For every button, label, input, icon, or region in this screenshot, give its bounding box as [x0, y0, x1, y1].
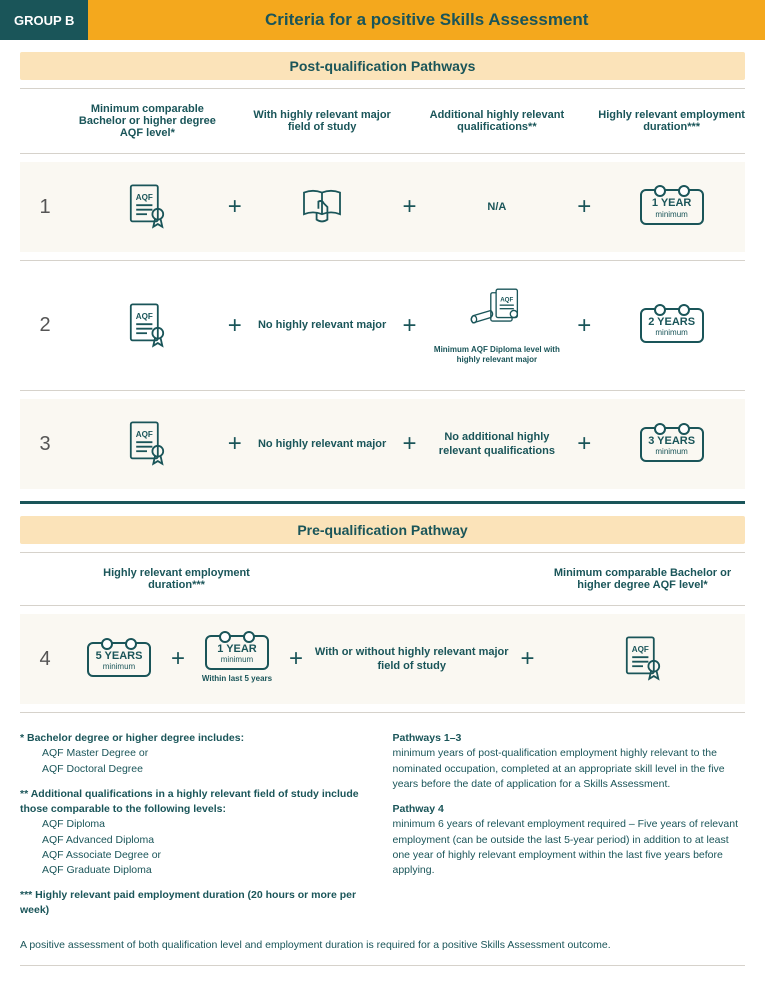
svg-text:AQF: AQF [136, 311, 153, 320]
calendar-icon: 2 YEARS minimum [640, 308, 704, 343]
cell-additional-qual: N/A [424, 200, 571, 214]
plus-icon: + [400, 430, 420, 458]
plus-icon: + [400, 193, 420, 221]
footnote-line: AQF Graduate Diploma [20, 863, 373, 878]
divider [20, 605, 745, 606]
col-header-1: Minimum comparable Bachelor or higher de… [74, 103, 221, 139]
aqf-certificate-icon: AQF [74, 180, 221, 234]
divider [20, 965, 745, 966]
aqf-certificate-icon: AQF [74, 299, 221, 353]
pathway-row-4: 4 5 YEARS minimum + 1 YEAR minimum Withi… [20, 614, 745, 704]
footnotes: * Bachelor degree or higher degree inclu… [20, 731, 745, 928]
divider [20, 153, 745, 154]
employment-duration: 1 YEAR minimum [598, 189, 745, 224]
plus-icon: + [518, 645, 538, 673]
cell-major-optional: With or without highly relevant major fi… [310, 645, 514, 674]
calendar-icon: 1 YEAR minimum [640, 189, 704, 224]
footnote-line: AQF Diploma [20, 817, 373, 832]
footnote-line: AQF Advanced Diploma [20, 833, 373, 848]
svg-text:AQF: AQF [632, 645, 649, 654]
employment-duration: 3 YEARS minimum [598, 427, 745, 462]
calendar-icon: 3 YEARS minimum [640, 427, 704, 462]
footnote-block: ** Additional qualifications in a highly… [20, 787, 373, 878]
plus-icon: + [225, 193, 245, 221]
cell-subtext: Minimum AQF Diploma level with highly re… [424, 345, 571, 364]
footnotes-right: Pathways 1–3minimum years of post-qualif… [393, 731, 746, 928]
pathway-number: 2 [20, 314, 70, 337]
thick-divider [20, 501, 745, 504]
calendar-icon: 1 YEAR minimum [205, 635, 269, 670]
footnote-block: * Bachelor degree or higher degree inclu… [20, 731, 373, 777]
footnotes-left: * Bachelor degree or higher degree inclu… [20, 731, 373, 928]
plus-icon: + [574, 193, 594, 221]
svg-text:AQF: AQF [136, 430, 153, 439]
divider [20, 88, 745, 89]
col-header-3: Additional highly relevant qualification… [424, 109, 571, 133]
group-badge: GROUP B [0, 0, 88, 40]
pathway-number: 3 [20, 433, 70, 456]
aqf-certificate-icon: AQF [542, 632, 746, 686]
plus-icon: + [225, 430, 245, 458]
divider [20, 260, 745, 261]
header-bar: GROUP B Criteria for a positive Skills A… [0, 0, 765, 40]
footnote-title: ** Additional qualifications in a highly… [20, 787, 373, 817]
footnote-title: Pathways 1–3 [393, 731, 746, 746]
footnote-title: *** Highly relevant paid employment dura… [20, 888, 373, 918]
svg-text:AQF: AQF [136, 193, 153, 202]
book-hand-icon [249, 180, 396, 234]
pathway-row-1: 1 AQF + + N/A + 1 YEAR minimum [20, 162, 745, 252]
cell-major: No highly relevant major [249, 437, 396, 451]
pre-column-headers: Highly relevant employment duration*** M… [20, 561, 745, 597]
employment-duration: 2 YEARS minimum [598, 308, 745, 343]
plus-icon: + [168, 645, 188, 673]
footnote-line: AQF Master Degree or [20, 746, 373, 761]
pathway-number: 1 [20, 196, 70, 219]
svg-text:AQF: AQF [500, 297, 513, 304]
footnote-line: AQF Doctoral Degree [20, 762, 373, 777]
footnote-line: AQF Associate Degree or [20, 848, 373, 863]
cell-subtext: Within last 5 years [192, 674, 282, 684]
pathway-row-3: 3 AQF + No highly relevant major + No ad… [20, 399, 745, 489]
footnote-title: Pathway 4 [393, 802, 746, 817]
divider [20, 552, 745, 553]
plus-icon: + [574, 312, 594, 340]
footnote-body: minimum 6 years of relevant employment r… [393, 817, 746, 878]
footnote-block: Pathways 1–3minimum years of post-qualif… [393, 731, 746, 792]
col-header-aqf: Minimum comparable Bachelor or higher de… [540, 567, 745, 591]
col-header-2: With highly relevant major field of stud… [249, 109, 396, 133]
col-header-4: Highly relevant employment duration*** [598, 109, 745, 133]
footnote-title: * Bachelor degree or higher degree inclu… [20, 731, 373, 746]
post-column-headers: Minimum comparable Bachelor or higher de… [20, 97, 745, 145]
divider [20, 712, 745, 713]
plus-icon: + [400, 312, 420, 340]
pathway-row-2: 2 AQF + No highly relevant major + AQF M… [20, 269, 745, 382]
diploma-scroll-icon: AQF Minimum AQF Diploma level with highl… [424, 287, 571, 364]
page-title: Criteria for a positive Skills Assessmen… [88, 0, 765, 40]
employment-duration-5yr: 5 YEARS minimum [74, 642, 164, 677]
cell-major: No highly relevant major [249, 318, 396, 332]
divider [20, 390, 745, 391]
col-header-employment: Highly relevant employment duration*** [74, 567, 279, 591]
employment-duration-1yr: 1 YEAR minimum Within last 5 years [192, 635, 282, 684]
footnote-body: minimum years of post-qualification empl… [393, 746, 746, 792]
pathway-number: 4 [20, 648, 70, 671]
post-qualification-band: Post-qualification Pathways [20, 52, 745, 80]
footnote-block: *** Highly relevant paid employment dura… [20, 888, 373, 918]
plus-icon: + [286, 645, 306, 673]
plus-icon: + [225, 312, 245, 340]
cell-additional-qual: No additional highly relevant qualificat… [424, 430, 571, 459]
plus-icon: + [574, 430, 594, 458]
pre-qualification-band: Pre-qualification Pathway [20, 516, 745, 544]
final-note: A positive assessment of both qualificat… [20, 939, 745, 951]
aqf-certificate-icon: AQF [74, 417, 221, 471]
calendar-icon: 5 YEARS minimum [87, 642, 151, 677]
footnote-block: Pathway 4minimum 6 years of relevant emp… [393, 802, 746, 878]
